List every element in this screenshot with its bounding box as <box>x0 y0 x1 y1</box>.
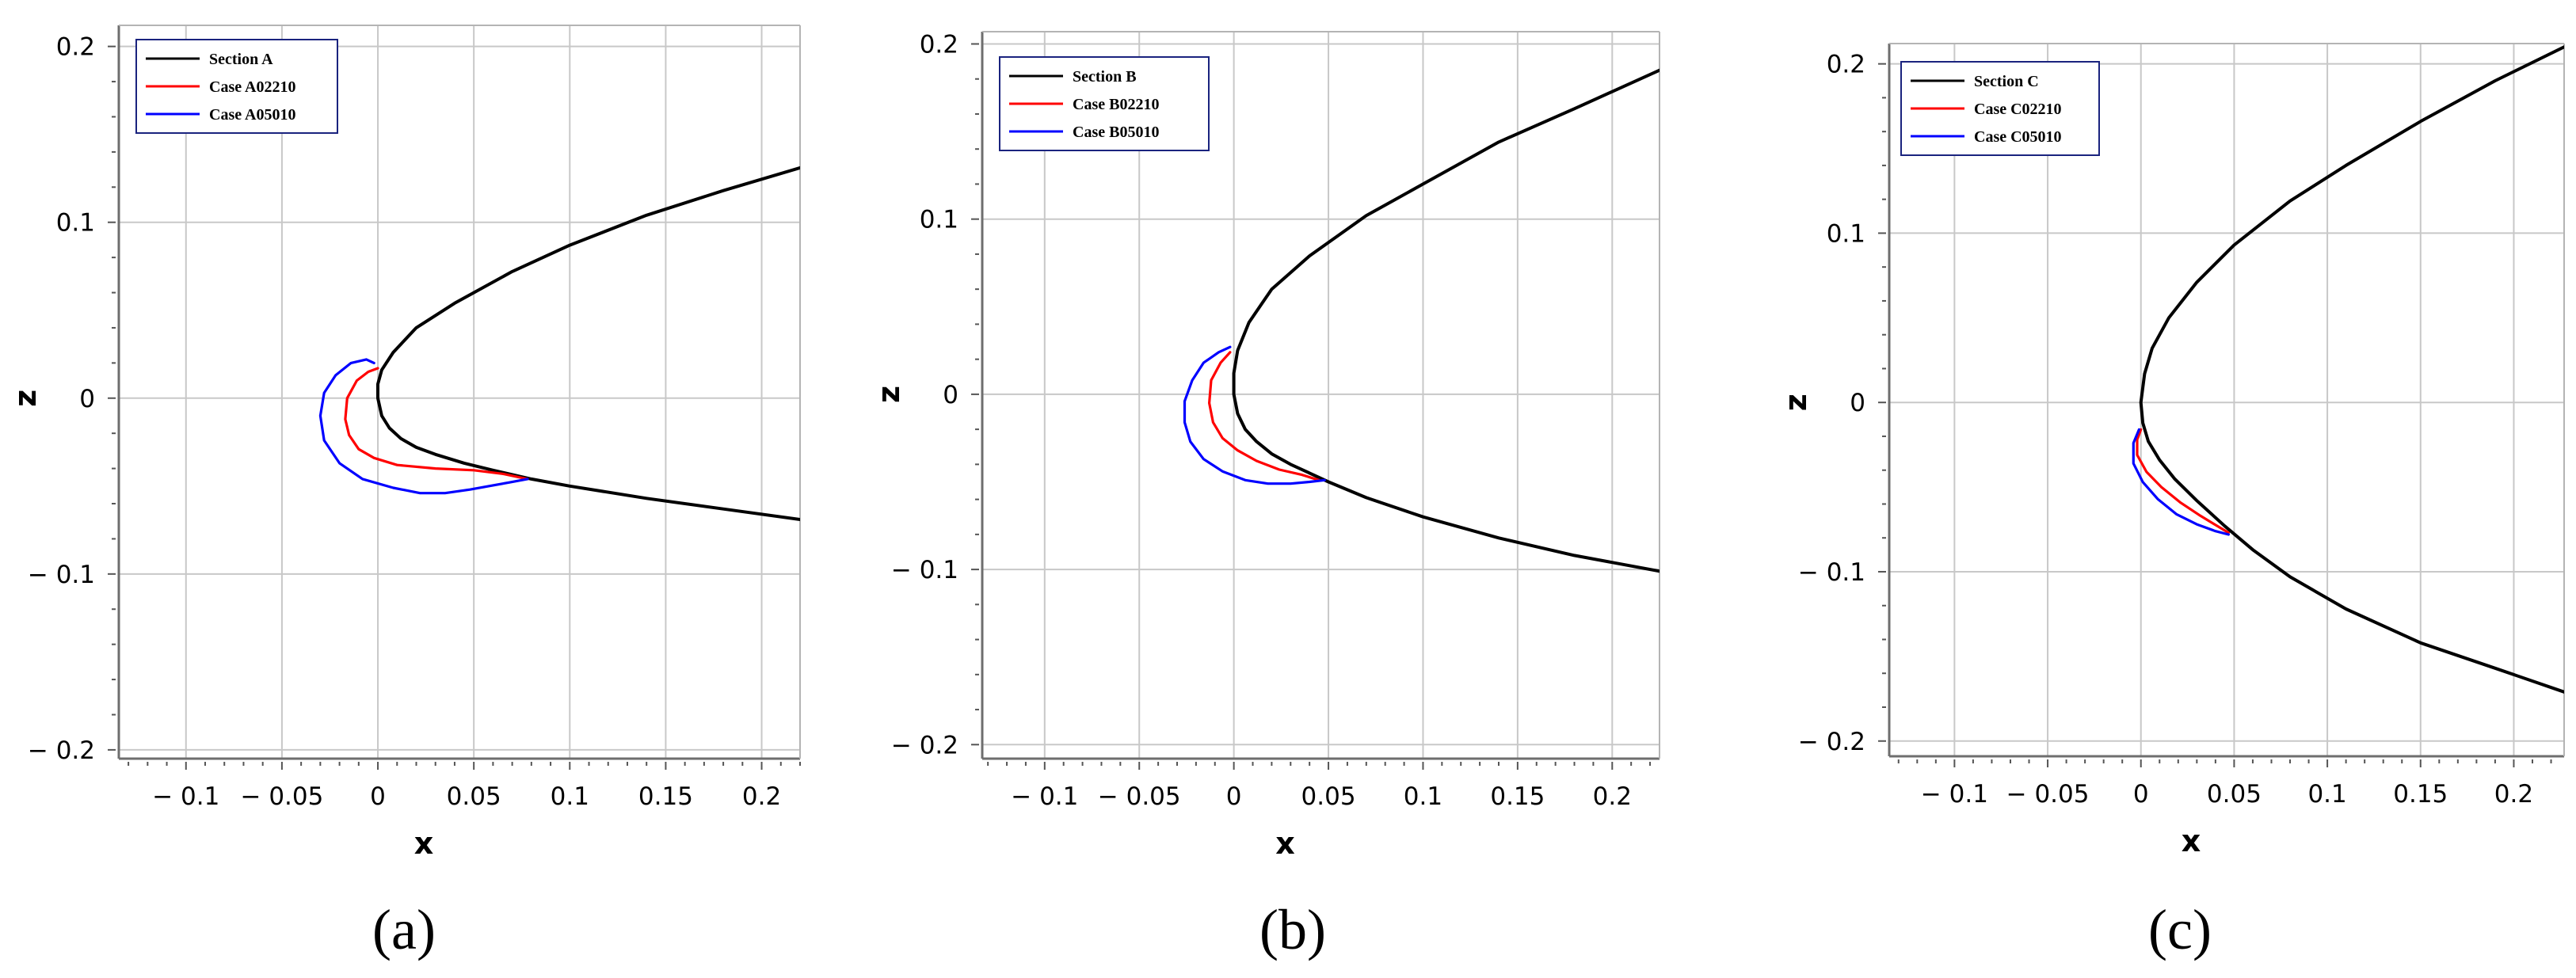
x-tick-label: − 0.05 <box>1098 782 1181 811</box>
legend-label-0: Section A <box>209 51 273 68</box>
legend: Section B Case B02210 Case B05010 <box>999 56 1210 151</box>
legend: Section C Case C02210 Case C05010 <box>1900 61 2100 156</box>
panel-label: (c) <box>2148 898 2212 961</box>
series-line-0 <box>1232 68 1660 573</box>
legend-label-1: Case C02210 <box>1974 101 2062 118</box>
grid-lines <box>1889 44 2564 756</box>
chart-panel-b: − 0.1 − 0.05 0 0.05 0.1 0.15 0.2 0.2 0.1 0 − 0.1 − … <box>871 30 1660 961</box>
y-tick-label: 0 <box>79 385 95 413</box>
chart-panel-c: − 0.1 − 0.05 0 0.05 0.1 0.15 0.2 0.2 0.1 0 − 0.1 − … <box>1778 43 2565 961</box>
legend-label-0: Section C <box>1974 73 2039 90</box>
y-tick-label: − 0.2 <box>891 731 958 759</box>
legend-label-0: Section B <box>1073 68 1137 86</box>
grid-lines <box>982 32 1660 759</box>
series-group <box>318 166 800 521</box>
x-tick-label: 0.1 <box>551 782 589 811</box>
x-tick-label: − 0.1 <box>1921 780 1988 809</box>
series-line-2 <box>2132 428 2230 536</box>
x-tick-label: 0 <box>1226 782 1242 811</box>
x-tick-label: 0.05 <box>1301 782 1356 811</box>
legend: Section A Case A02210 Case A05010 <box>135 39 338 134</box>
minor-ticks <box>971 43 1652 770</box>
x-tick-label: − 0.1 <box>152 782 219 811</box>
legend-label-2: Case B05010 <box>1073 124 1159 141</box>
y-tick-label: − 0.2 <box>1798 728 1865 756</box>
series-line-0 <box>2139 45 2564 694</box>
x-tick-label: − 0.1 <box>1011 782 1078 811</box>
legend-label-2: Case A05010 <box>209 106 295 124</box>
y-tick-label: 0 <box>1850 389 1865 417</box>
series-group <box>2132 45 2564 694</box>
x-tick-label: 0 <box>2133 780 2149 809</box>
x-axis-label: x <box>2182 824 2201 858</box>
minor-ticks <box>1878 63 2552 767</box>
y-tick-label: 0.2 <box>920 30 958 59</box>
y-tick-label: − 0.2 <box>28 736 95 765</box>
y-axis-label: z <box>8 390 43 407</box>
x-tick-label: 0.15 <box>1490 782 1545 811</box>
series-line-2 <box>1183 345 1326 485</box>
x-tick-label: 0.15 <box>638 782 693 811</box>
y-tick-label: 0.1 <box>1827 219 1865 248</box>
series-line-0 <box>376 166 800 521</box>
y-tick-label: − 0.1 <box>28 561 95 589</box>
x-tick-label: 0.2 <box>1593 782 1632 811</box>
x-tick-label: 0.1 <box>1404 782 1442 811</box>
x-tick-label: 0.15 <box>2393 780 2448 809</box>
x-tick-label: − 0.05 <box>2006 780 2090 809</box>
y-tick-label: 0.2 <box>1827 51 1865 79</box>
x-tick-label: − 0.05 <box>240 782 323 811</box>
x-tick-label: 0.2 <box>2494 780 2533 809</box>
x-tick-label: 0.05 <box>2207 780 2262 809</box>
x-tick-label: 0.1 <box>2307 780 2346 809</box>
legend-label-2: Case C05010 <box>1974 128 2062 146</box>
series-line-1 <box>344 367 529 481</box>
x-tick-label: 0.05 <box>447 782 501 811</box>
series-line-1 <box>2136 428 2230 535</box>
x-tick-label: 0.2 <box>742 782 781 811</box>
x-tick-label: 0 <box>370 782 386 811</box>
panel-label: (b) <box>1259 898 1326 961</box>
legend-label-1: Case B02210 <box>1073 96 1159 113</box>
y-tick-label: 0.2 <box>56 33 95 62</box>
minor-ticks <box>108 45 801 770</box>
y-tick-label: − 0.1 <box>891 556 958 584</box>
y-tick-label: − 0.1 <box>1798 558 1865 587</box>
y-axis-label: z <box>871 386 906 403</box>
y-axis-label: z <box>1778 394 1813 411</box>
panel-label: (a) <box>372 898 436 961</box>
series-line-2 <box>318 358 529 495</box>
y-tick-label: 0 <box>943 381 958 409</box>
x-axis-label: x <box>414 826 434 861</box>
legend-label-1: Case A02210 <box>209 78 295 96</box>
series-group <box>1183 68 1660 573</box>
y-tick-label: 0.1 <box>920 206 958 234</box>
series-line-1 <box>1208 351 1320 481</box>
x-axis-label: x <box>1275 826 1295 861</box>
chart-panel-a: − 0.1 − 0.05 0 0.05 0.1 0.15 0.2 0.2 0.1 0 − 0.1 − … <box>8 25 801 961</box>
y-tick-label: 0.1 <box>56 209 95 238</box>
